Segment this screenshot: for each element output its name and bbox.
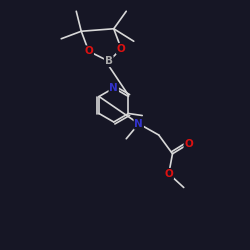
Text: B: B — [105, 56, 113, 66]
Text: O: O — [164, 169, 173, 179]
Text: O: O — [84, 46, 93, 56]
Text: N: N — [134, 119, 143, 129]
Text: O: O — [184, 139, 193, 149]
Text: O: O — [117, 44, 126, 54]
Text: N: N — [110, 83, 118, 93]
